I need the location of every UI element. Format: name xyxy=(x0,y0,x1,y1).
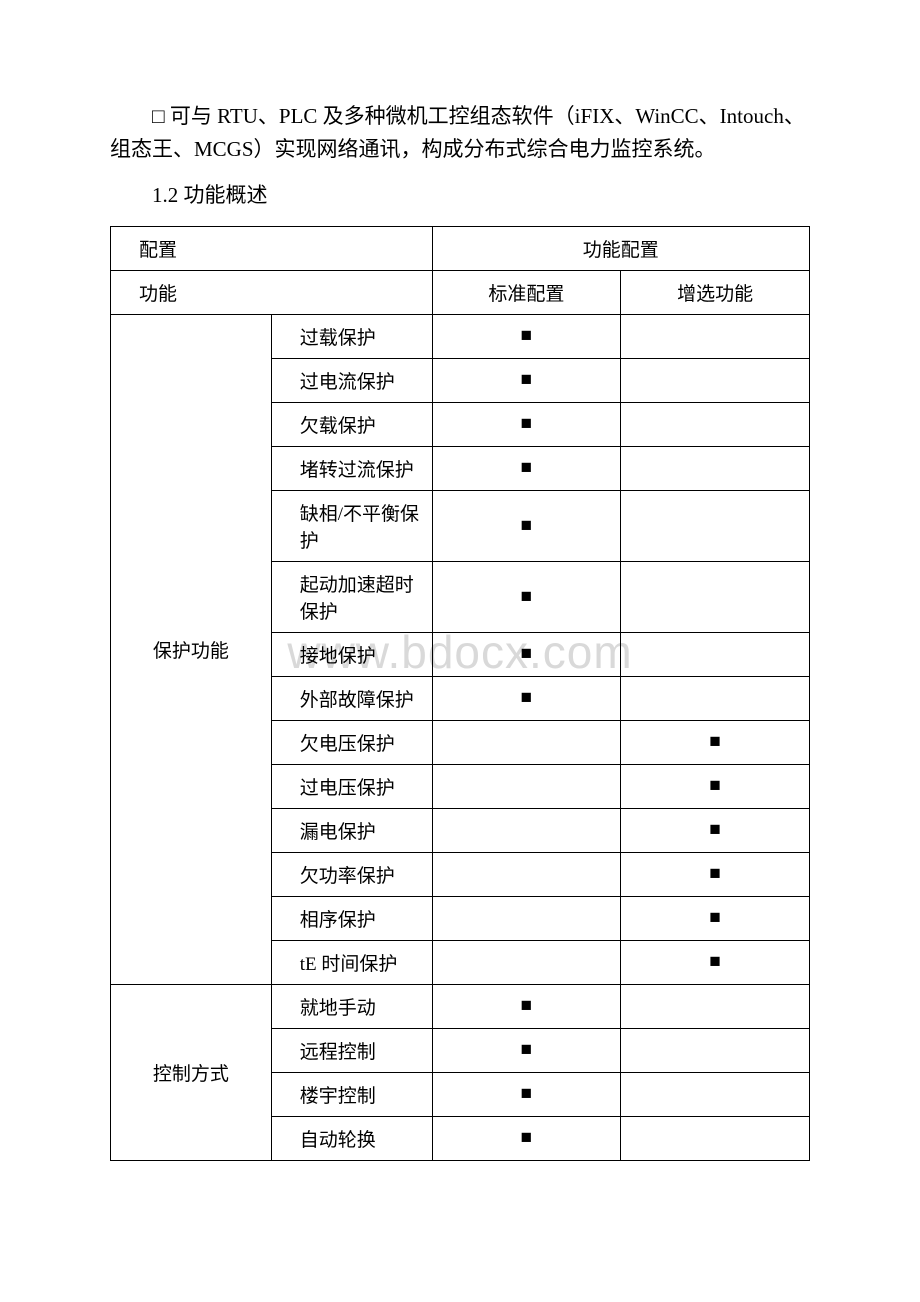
standard-mark-cell: ■ xyxy=(432,314,621,358)
standard-mark-cell: ■ xyxy=(432,490,621,561)
standard-mark-cell xyxy=(432,852,621,896)
standard-mark-cell: ■ xyxy=(432,984,621,1028)
feature-cell: 过电压保护 xyxy=(271,764,432,808)
standard-mark-cell xyxy=(432,764,621,808)
optional-mark-cell xyxy=(621,402,810,446)
group-name-cell: 控制方式 xyxy=(111,984,272,1160)
standard-mark-cell: ■ xyxy=(432,358,621,402)
optional-mark-cell: ■ xyxy=(621,852,810,896)
standard-mark-cell xyxy=(432,808,621,852)
feature-cell: 远程控制 xyxy=(271,1028,432,1072)
optional-mark-cell xyxy=(621,1028,810,1072)
standard-mark-cell: ■ xyxy=(432,632,621,676)
table-body: 配置功能配置功能标准配置增选功能保护功能过载保护■过电流保护■欠载保护■堵转过流… xyxy=(111,226,810,1160)
feature-cell: 就地手动 xyxy=(271,984,432,1028)
feature-cell: 接地保护 xyxy=(271,632,432,676)
feature-cell: 楼宇控制 xyxy=(271,1072,432,1116)
optional-mark-cell: ■ xyxy=(621,808,810,852)
table-row: 保护功能过载保护■ xyxy=(111,314,810,358)
feature-cell: 漏电保护 xyxy=(271,808,432,852)
standard-mark-cell: ■ xyxy=(432,1116,621,1160)
standard-mark-cell xyxy=(432,940,621,984)
feature-cell: 起动加速超时保护 xyxy=(271,561,432,632)
standard-mark-cell: ■ xyxy=(432,561,621,632)
standard-mark-cell: ■ xyxy=(432,446,621,490)
feature-cell: 缺相/不平衡保护 xyxy=(271,490,432,561)
optional-mark-cell xyxy=(621,490,810,561)
page-content: □ 可与 RTU、PLC 及多种微机工控组态软件（iFIX、WinCC、Into… xyxy=(110,100,810,1161)
standard-mark-cell: ■ xyxy=(432,676,621,720)
optional-mark-cell xyxy=(621,984,810,1028)
optional-mark-cell xyxy=(621,446,810,490)
header-config-label: 配置 xyxy=(111,226,433,270)
group-name-cell: 保护功能 xyxy=(111,314,272,984)
optional-mark-cell xyxy=(621,1072,810,1116)
feature-cell: 自动轮换 xyxy=(271,1116,432,1160)
optional-mark-cell xyxy=(621,358,810,402)
optional-mark-cell xyxy=(621,676,810,720)
feature-cell: 欠功率保护 xyxy=(271,852,432,896)
feature-cell: 过电流保护 xyxy=(271,358,432,402)
feature-cell: 欠载保护 xyxy=(271,402,432,446)
function-table: 配置功能配置功能标准配置增选功能保护功能过载保护■过电流保护■欠载保护■堵转过流… xyxy=(110,226,810,1161)
feature-cell: 相序保护 xyxy=(271,896,432,940)
intro-paragraph: □ 可与 RTU、PLC 及多种微机工控组态软件（iFIX、WinCC、Into… xyxy=(110,100,810,165)
feature-cell: 外部故障保护 xyxy=(271,676,432,720)
feature-cell: 欠电压保护 xyxy=(271,720,432,764)
optional-mark-cell xyxy=(621,1116,810,1160)
optional-mark-cell xyxy=(621,632,810,676)
feature-cell: 堵转过流保护 xyxy=(271,446,432,490)
header-func-config: 功能配置 xyxy=(432,226,809,270)
standard-mark-cell xyxy=(432,720,621,764)
standard-mark-cell: ■ xyxy=(432,1072,621,1116)
optional-mark-cell: ■ xyxy=(621,896,810,940)
header-func-label: 功能 xyxy=(111,270,433,314)
standard-mark-cell: ■ xyxy=(432,402,621,446)
optional-mark-cell: ■ xyxy=(621,764,810,808)
optional-mark-cell: ■ xyxy=(621,940,810,984)
table-header-row-2: 功能标准配置增选功能 xyxy=(111,270,810,314)
optional-mark-cell xyxy=(621,561,810,632)
header-standard: 标准配置 xyxy=(432,270,621,314)
section-heading: 1.2 功能概述 xyxy=(110,179,810,212)
feature-cell: 过载保护 xyxy=(271,314,432,358)
optional-mark-cell xyxy=(621,314,810,358)
table-header-row-1: 配置功能配置 xyxy=(111,226,810,270)
optional-mark-cell: ■ xyxy=(621,720,810,764)
standard-mark-cell xyxy=(432,896,621,940)
header-optional: 增选功能 xyxy=(621,270,810,314)
table-row: 控制方式就地手动■ xyxy=(111,984,810,1028)
feature-cell: tE 时间保护 xyxy=(271,940,432,984)
standard-mark-cell: ■ xyxy=(432,1028,621,1072)
